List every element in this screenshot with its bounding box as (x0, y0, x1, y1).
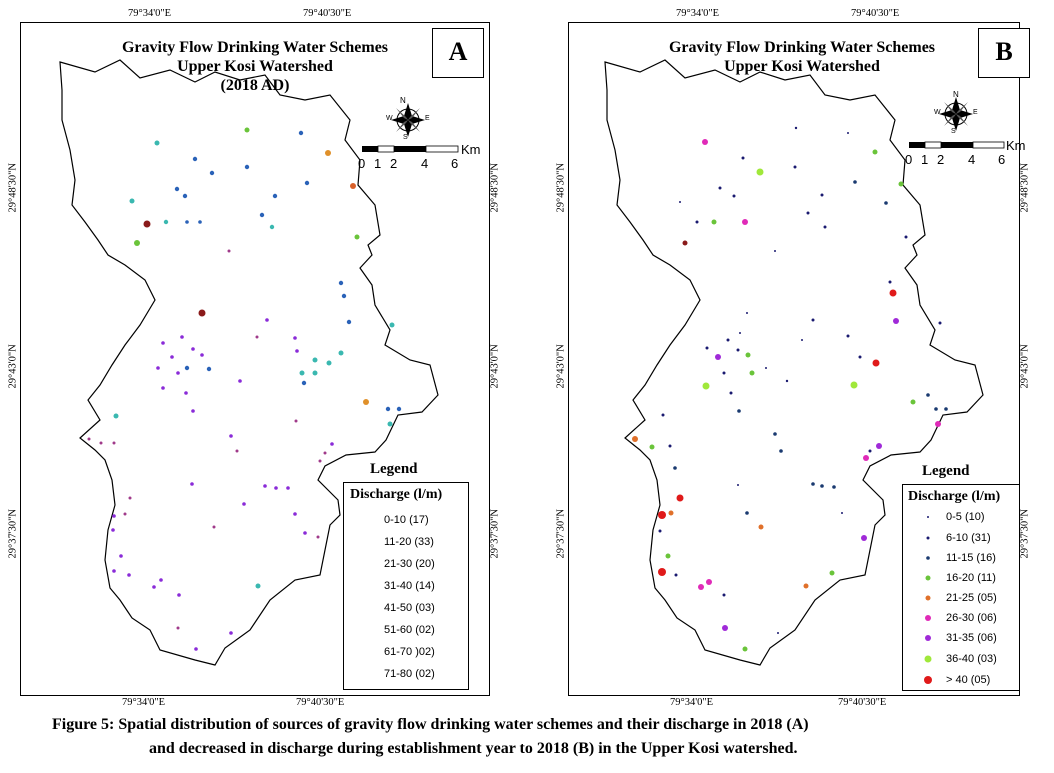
figure-caption-line-1: Figure 5: Spatial distribution of source… (52, 716, 809, 733)
legend-item-b-3: 11-15 (16) (946, 552, 996, 564)
left-coord-b-1: 29°48'30"N (555, 163, 567, 213)
legend-item-b-6: 26-30 (06) (946, 612, 997, 624)
right-coord-b-1: 29°48'30"N (1019, 163, 1031, 213)
legend-item-b-8: 36-40 (03) (946, 653, 997, 665)
title-line-1: Gravity Flow Drinking Water Schemes (121, 39, 389, 56)
watershed-boundary-b (604, 59, 984, 666)
right-coord-b-2: 29°43'0"N (1019, 344, 1031, 389)
title-line-2: Upper Kosi Watershed (724, 58, 880, 75)
legend-item-a-1: 0-10 (17) (384, 514, 429, 526)
legend-item-b-4: 16-20 (11) (946, 572, 996, 584)
scale-label-b-2: 2 (937, 152, 945, 167)
scale-label-b-4: 6 (998, 152, 1006, 167)
legend-item-a-6: 51-60 (02) (384, 624, 435, 636)
compass-e-b: E (973, 109, 978, 116)
legend-item-a-3: 21-30 (20) (384, 558, 435, 570)
bottom-coord-a-1: 79°34'0"E (122, 697, 166, 708)
left-coord-b-2: 29°43'0"N (555, 344, 567, 389)
legend-item-b-5: 21-25 (05) (946, 592, 997, 604)
scale-label-a-1: 1 (374, 156, 382, 171)
legend-item-b-9: > 40 (05) (946, 674, 991, 686)
left-coord-b-3: 29°37'30"N (555, 509, 567, 559)
legend-subtitle-b: Discharge (l/m) (908, 489, 1001, 504)
legend-subtitle-a: Discharge (l/m) (350, 487, 443, 502)
title-line-3: (2018 AD) (220, 77, 290, 94)
bottom-coord-a-2: 79°40'30"E (296, 697, 345, 708)
legend-item-a-4: 31-40 (14) (384, 580, 435, 592)
right-coord-b-3: 29°37'30"N (1019, 509, 1031, 559)
scale-unit-a: Km (461, 142, 481, 157)
scale-bar-b (909, 141, 1005, 149)
legend-item-b-1: 0-5 (10) (946, 511, 985, 523)
legend-box-b (902, 484, 1020, 691)
legend-item-b-2: 6-10 (31) (946, 532, 991, 544)
legend-symbols-b (924, 516, 932, 684)
top-coord-b-2: 79°40'30"E (851, 8, 900, 19)
scale-label-a-0: 0 (358, 156, 366, 171)
discharge-points-b (632, 126, 948, 652)
top-coord-a-1: 79°34'0"E (128, 8, 172, 19)
legend-item-a-2: 11-20 (33) (384, 536, 434, 548)
scale-label-a-3: 4 (421, 156, 429, 171)
scale-bar-a (362, 145, 459, 153)
scale-label-b-1: 1 (921, 152, 929, 167)
figure-caption-line-2: and decreased in discharge during establ… (149, 740, 798, 757)
top-coord-b-1: 79°34'0"E (676, 8, 720, 19)
discharge-points-a (87, 127, 402, 651)
compass-rose-icon-a (391, 103, 425, 137)
bottom-coord-b-1: 79°34'0"E (670, 697, 714, 708)
legend-title-a: Legend (370, 461, 418, 477)
title-line-2: Upper Kosi Watershed (177, 58, 333, 75)
legend-item-a-7: 61-70 )02) (384, 646, 435, 658)
legend-item-a-5: 41-50 (03) (384, 602, 435, 614)
legend-title-b: Legend (922, 463, 970, 479)
watershed-boundary-a (59, 59, 439, 666)
scale-unit-b: Km (1006, 138, 1026, 153)
scale-label-b-0: 0 (905, 152, 913, 167)
bottom-coord-b-2: 79°40'30"E (838, 697, 887, 708)
compass-rose-icon-b (939, 97, 973, 131)
map-title-a: Gravity Flow Drinking Water Schemes Uppe… (85, 38, 425, 95)
top-coord-a-2: 79°40'30"E (303, 8, 352, 19)
title-line-1: Gravity Flow Drinking Water Schemes (668, 39, 936, 56)
map-panel-b (568, 22, 1020, 696)
map-title-b: Gravity Flow Drinking Water Schemes Uppe… (632, 38, 972, 76)
compass-s-a: S (403, 134, 408, 141)
panel-label-b: B (978, 28, 1030, 78)
legend-box-a (343, 482, 469, 690)
scale-label-a-4: 6 (451, 156, 459, 171)
panel-label-a: A (432, 28, 484, 78)
compass-n-b: N (953, 90, 959, 99)
compass-e-a: E (425, 115, 430, 122)
compass-s-b: S (951, 128, 956, 135)
legend-item-a-8: 71-80 (02) (384, 668, 435, 680)
legend-item-b-7: 31-35 (06) (946, 632, 997, 644)
scale-label-b-3: 4 (968, 152, 976, 167)
compass-w-a: W (386, 115, 393, 122)
compass-w-b: W (934, 109, 941, 116)
scale-label-a-2: 2 (390, 156, 398, 171)
compass-n-a: N (400, 96, 406, 105)
